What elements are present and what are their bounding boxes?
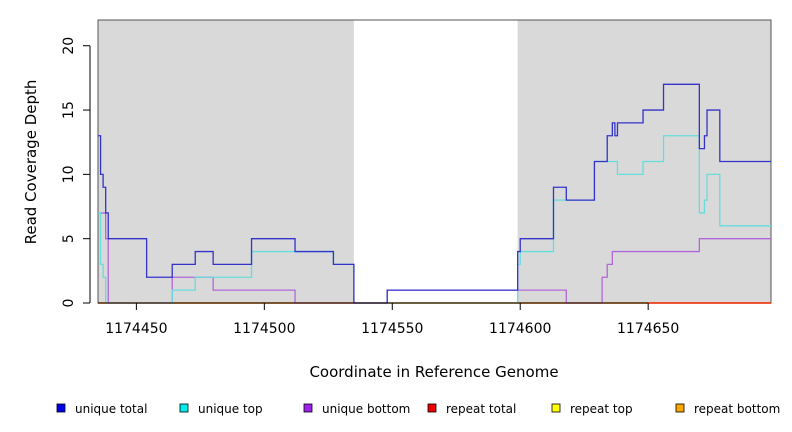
x-tick-label: 1174550 — [361, 321, 423, 337]
legend-swatch-repeat-total — [427, 403, 437, 413]
series-line-unique-top — [98, 135, 771, 304]
x-tick-label: 1174600 — [489, 321, 551, 337]
x-axis-title: Coordinate in Reference Genome — [309, 363, 558, 381]
y-axis-title: Read Coverage Depth — [22, 80, 40, 245]
legend-swatch-unique-top — [179, 403, 189, 413]
x-axis: 1174450 1174500 1174550 1174600 1174650 — [98, 302, 679, 337]
legend-label-repeat-total: repeat total — [446, 402, 516, 416]
series-line-unique-total — [98, 83, 771, 304]
legend-label-repeat-bottom: repeat bottom — [694, 402, 780, 416]
legend: unique total unique top unique bottom repea… — [56, 402, 780, 416]
y-tick-label: 20 — [61, 37, 77, 55]
y-tick-label: 15 — [61, 101, 77, 119]
y-tick-label: 5 — [61, 234, 77, 243]
legend-label-repeat-top: repeat top — [570, 402, 633, 416]
y-axis: 0 5 10 15 20 — [61, 37, 91, 308]
legend-swatch-repeat-bottom — [675, 403, 685, 413]
x-tick-label: 1174500 — [233, 321, 295, 337]
legend-label-unique-total: unique total — [75, 402, 147, 416]
legend-swatch-unique-total — [56, 403, 66, 413]
y-tick-label: 10 — [61, 165, 77, 183]
y-tick-label: 0 — [61, 299, 77, 308]
x-tick-label: 1174650 — [617, 321, 679, 337]
shaded-region-1 — [98, 20, 354, 303]
legend-swatch-repeat-top — [551, 403, 561, 413]
legend-label-unique-top: unique top — [198, 402, 263, 416]
legend-swatch-unique-bottom — [303, 403, 313, 413]
legend-label-unique-bottom: unique bottom — [322, 402, 410, 416]
x-tick-label: 1174450 — [105, 321, 167, 337]
